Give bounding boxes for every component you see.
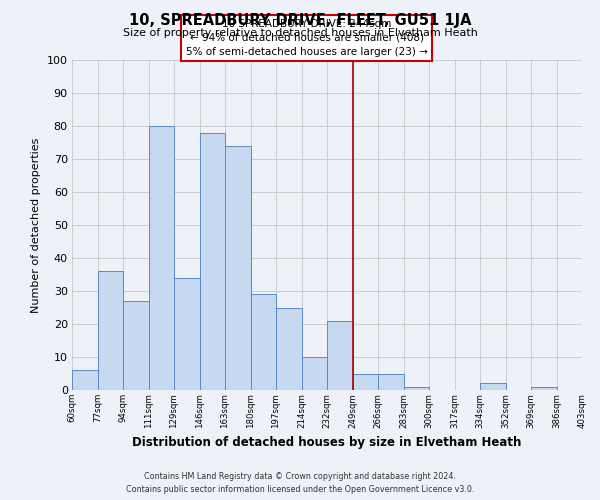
Bar [123, 301, 149, 390]
Bar [199, 132, 225, 390]
Bar [480, 384, 505, 390]
X-axis label: Distribution of detached houses by size in Elvetham Heath: Distribution of detached houses by size … [133, 436, 521, 449]
Text: Contains HM Land Registry data © Crown copyright and database right 2024.
Contai: Contains HM Land Registry data © Crown c… [126, 472, 474, 494]
Text: Size of property relative to detached houses in Elvetham Heath: Size of property relative to detached ho… [122, 28, 478, 38]
Bar [531, 386, 557, 390]
Bar [327, 320, 353, 390]
Bar [225, 146, 251, 390]
Text: 10, SPREADBURY DRIVE, FLEET, GU51 1JA: 10, SPREADBURY DRIVE, FLEET, GU51 1JA [129, 12, 471, 28]
Y-axis label: Number of detached properties: Number of detached properties [31, 138, 41, 312]
Bar [72, 370, 97, 390]
Bar [97, 271, 123, 390]
Bar [353, 374, 378, 390]
Bar [404, 386, 429, 390]
Bar [251, 294, 276, 390]
Bar [302, 357, 327, 390]
Bar [378, 374, 404, 390]
Bar [149, 126, 174, 390]
Text: 10 SPREADBURY DRIVE: 244sqm
← 94% of detached houses are smaller (408)
5% of sem: 10 SPREADBURY DRIVE: 244sqm ← 94% of det… [185, 18, 428, 57]
Bar [174, 278, 199, 390]
Bar [276, 308, 302, 390]
